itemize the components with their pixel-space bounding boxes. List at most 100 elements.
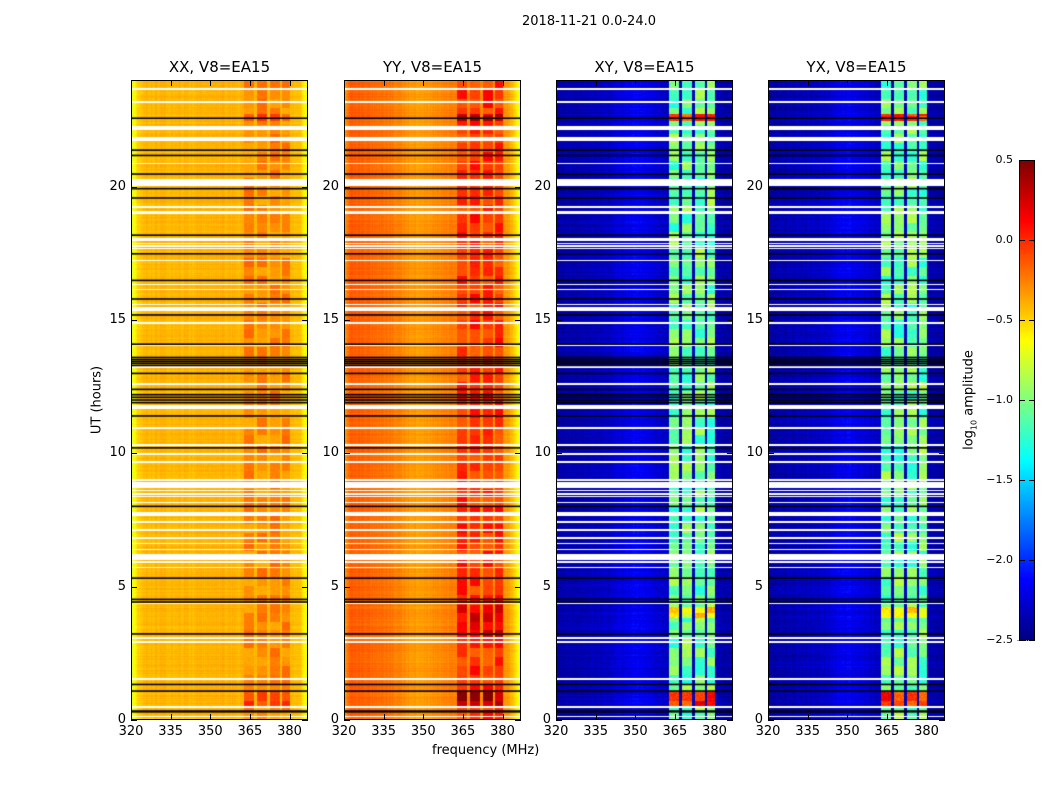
colorbar-tick-label: −2.5 — [986, 633, 1013, 646]
y-tick-mark — [131, 186, 137, 188]
y-tick-mark — [515, 320, 521, 321]
y-tick-mark — [939, 586, 945, 588]
colorbar-tick-label: −1.0 — [986, 393, 1013, 406]
colorbar-tick-mark — [1019, 320, 1025, 321]
colorbar-tick-label: 0.5 — [995, 153, 1014, 166]
y-tick-mark — [131, 320, 137, 321]
y-tick-label: 0 — [542, 712, 551, 727]
y-tick-mark — [768, 453, 774, 455]
colorbar-tick-mark — [1029, 560, 1035, 561]
heatmap-panel-xy — [556, 80, 733, 720]
x-tick-label: 365 — [450, 724, 476, 739]
x-tick-label: 380 — [277, 724, 302, 739]
x-tick-mark — [768, 714, 769, 720]
colorbar-gradient — [1020, 161, 1034, 640]
x-tick-mark — [210, 80, 212, 86]
y-tick-mark — [556, 320, 562, 321]
x-tick-label: 365 — [874, 724, 900, 739]
y-tick-label: 0 — [117, 712, 126, 727]
colorbar-tick-label: −2.0 — [986, 553, 1013, 566]
y-tick-label: 0 — [754, 712, 763, 727]
x-tick-mark — [595, 714, 597, 720]
y-tick-mark — [939, 720, 945, 721]
x-tick-mark — [714, 80, 716, 86]
y-tick-mark — [727, 720, 733, 721]
y-tick-mark — [344, 186, 350, 188]
y-tick-label: 15 — [534, 312, 551, 327]
y-tick-mark — [939, 453, 945, 455]
y-tick-mark — [556, 586, 562, 588]
x-tick-label: 335 — [795, 724, 821, 739]
y-tick-label: 5 — [117, 578, 126, 594]
panel-title: XY, V8=EA15 — [594, 58, 695, 76]
y-tick-mark — [556, 453, 562, 455]
colorbar-label-log: log — [961, 430, 977, 450]
x-tick-label: 320 — [118, 724, 144, 739]
y-tick-mark — [556, 186, 562, 188]
colorbar-tick-mark — [1019, 640, 1025, 641]
y-tick-mark — [768, 720, 774, 721]
x-tick-mark — [383, 80, 385, 86]
heatmap-panel-yy — [344, 80, 521, 720]
y-tick-label: 15 — [109, 312, 126, 327]
y-tick-mark — [131, 453, 137, 455]
y-tick-mark — [131, 720, 137, 721]
x-tick-mark — [249, 80, 251, 86]
y-tick-label: 10 — [109, 445, 126, 461]
y-tick-mark — [515, 586, 521, 588]
x-tick-mark — [556, 714, 557, 720]
colorbar-tick-mark — [1029, 400, 1035, 401]
x-tick-mark — [556, 80, 557, 86]
figure-title: 2018-11-21 0.0-24.0 — [522, 14, 656, 29]
y-tick-mark — [344, 720, 350, 721]
y-axis-label: UT (hours) — [89, 365, 105, 435]
y-tick-mark — [515, 453, 521, 455]
y-tick-label: 10 — [746, 445, 763, 461]
y-tick-mark — [302, 453, 308, 455]
x-tick-label: 320 — [543, 724, 569, 739]
x-tick-mark — [423, 714, 425, 720]
heatmap-image — [345, 81, 520, 719]
y-tick-mark — [131, 586, 137, 588]
y-tick-mark — [939, 320, 945, 321]
y-tick-mark — [344, 586, 350, 588]
y-tick-label: 5 — [754, 578, 763, 594]
y-tick-mark — [302, 720, 308, 721]
heatmap-panel-xx — [131, 80, 308, 720]
y-tick-label: 5 — [330, 578, 339, 594]
x-tick-mark — [170, 80, 172, 86]
x-tick-mark — [383, 714, 385, 720]
colorbar-label: log10 amplitude — [962, 350, 979, 450]
x-tick-mark — [502, 80, 504, 86]
y-tick-label: 20 — [109, 178, 126, 194]
x-tick-mark — [344, 714, 345, 720]
x-tick-mark — [807, 714, 809, 720]
x-tick-mark — [131, 714, 132, 720]
x-tick-label: 335 — [158, 724, 184, 739]
y-tick-mark — [556, 720, 562, 721]
x-tick-mark — [131, 80, 132, 86]
y-tick-label: 5 — [542, 578, 551, 594]
x-tick-mark — [344, 80, 345, 86]
colorbar-tick-mark — [1029, 480, 1035, 481]
x-tick-mark — [635, 714, 637, 720]
y-tick-label: 20 — [534, 178, 551, 194]
y-tick-label: 10 — [322, 445, 339, 461]
x-tick-label: 365 — [237, 724, 263, 739]
x-tick-label: 350 — [622, 724, 648, 739]
colorbar-tick-mark — [1019, 480, 1025, 481]
x-tick-label: 350 — [410, 724, 436, 739]
x-tick-label: 350 — [197, 724, 223, 739]
colorbar-label-rest: amplitude — [961, 350, 977, 420]
colorbar-tick-label: −0.5 — [986, 313, 1013, 326]
x-tick-label: 380 — [490, 724, 515, 739]
y-tick-label: 15 — [322, 312, 339, 327]
y-tick-mark — [939, 186, 945, 188]
y-tick-mark — [768, 586, 774, 588]
colorbar-tick-mark — [1029, 240, 1035, 241]
y-tick-mark — [302, 586, 308, 588]
colorbar-tick-label: 0.0 — [995, 233, 1014, 246]
y-tick-mark — [727, 453, 733, 455]
colorbar-tick-mark — [1019, 160, 1025, 161]
x-tick-mark — [462, 714, 464, 720]
